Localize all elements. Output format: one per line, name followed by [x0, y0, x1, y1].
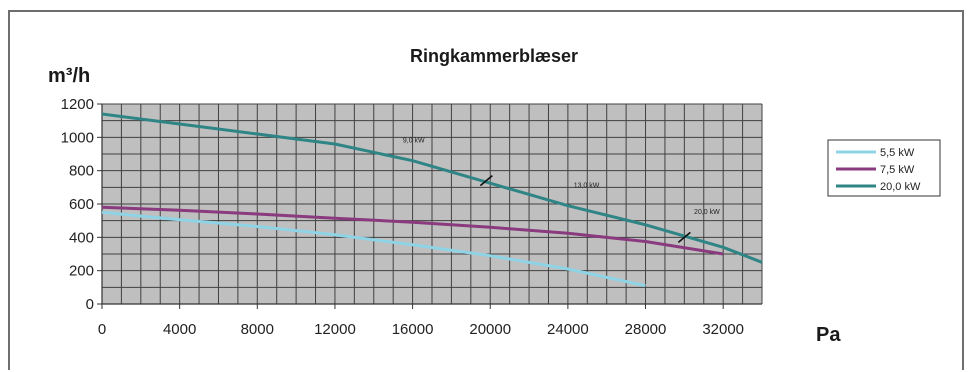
chart-frame: Ringkammerblæser m³/h Pa 0 200 400 600 800 10…: [8, 10, 964, 370]
chart-title: Ringkammerblæser: [410, 46, 578, 66]
x-tick-label: 8000: [241, 321, 274, 338]
y-tick-label: 200: [69, 263, 94, 280]
y-tick-label: 1200: [61, 96, 94, 113]
x-tick-label: 16000: [392, 321, 434, 338]
x-tick-label: 20000: [469, 321, 511, 338]
y-tick-label: 600: [69, 196, 94, 213]
curve-annotation: 9,0 kW: [403, 137, 425, 144]
curve-marker: [677, 231, 691, 243]
x-tick-label: 24000: [547, 321, 589, 338]
y-tick-label: 1000: [61, 129, 94, 146]
legend-label-2: 7,5 kW: [880, 164, 915, 176]
curve-annotation: 20,0 kW: [694, 209, 720, 216]
x-tick-label: 32000: [702, 321, 744, 338]
series-line-1: [101, 210, 646, 288]
x-tick-label: 28000: [625, 321, 667, 338]
chart-svg: Ringkammerblæser m³/h Pa 0 200 400 600 800 10…: [48, 46, 941, 346]
legend-label-1: 5,5 kW: [880, 147, 915, 159]
x-tick-label: 4000: [163, 321, 196, 338]
legend: 5,5 kW 7,5 kW 20,0 kW: [827, 139, 941, 197]
y-axis-label: m³/h: [48, 65, 90, 87]
x-tick-label: 12000: [314, 321, 356, 338]
series-line-2: [101, 205, 724, 256]
y-tick-label: 800: [69, 163, 94, 180]
y-tick-label: 400: [69, 229, 94, 246]
y-tick-label: 0: [86, 296, 94, 313]
curve-marker: [479, 175, 493, 187]
x-axis-label: Pa: [816, 324, 841, 346]
x-tick-label: 0: [98, 321, 106, 338]
curve-annotation: 13,0 kW: [574, 182, 600, 189]
series-line-3: [101, 112, 763, 264]
legend-label-3: 20,0 kW: [880, 181, 921, 193]
